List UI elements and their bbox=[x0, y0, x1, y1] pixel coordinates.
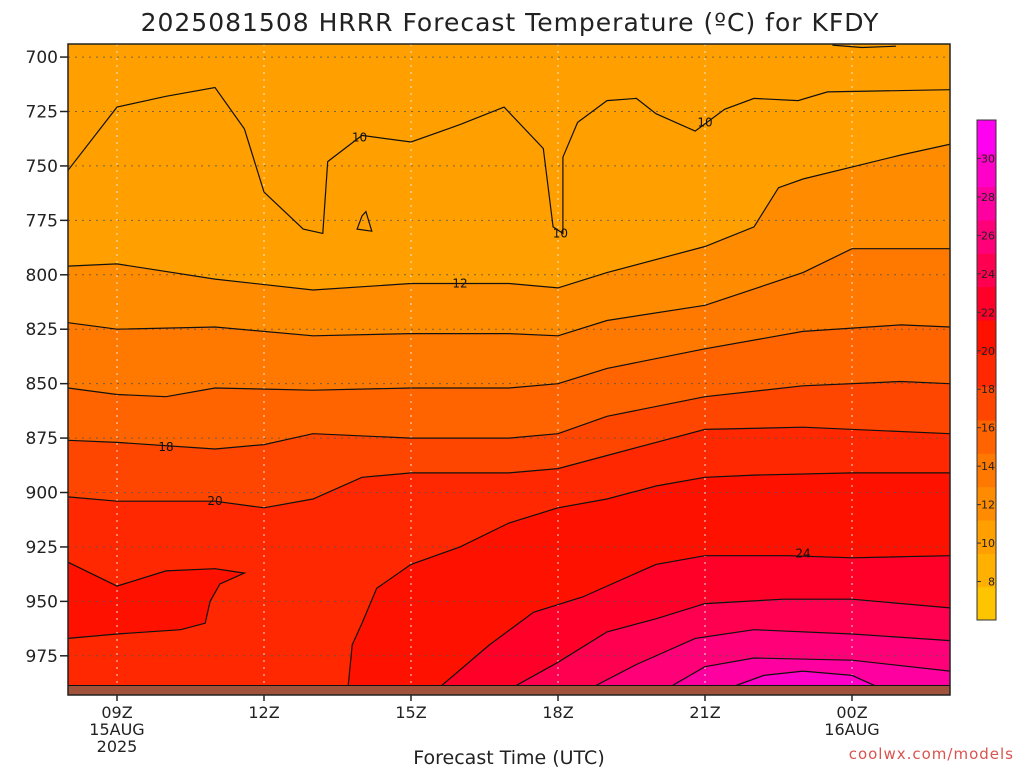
closed-contour-0 bbox=[356, 210, 373, 232]
y-tick-label: 900 bbox=[26, 484, 58, 504]
contour-label: 10 bbox=[553, 226, 568, 240]
contour-line-12 bbox=[68, 143, 950, 291]
y-tick-label: 825 bbox=[26, 320, 58, 340]
x-tick-label: 16AUG bbox=[824, 720, 879, 739]
colorbar-swatch-2 bbox=[977, 520, 996, 554]
ground-fill bbox=[68, 685, 950, 695]
x-tick-label: 18Z bbox=[542, 703, 573, 722]
y-tick-label: 700 bbox=[26, 48, 58, 68]
colorbar-swatch-11 bbox=[977, 220, 996, 254]
contour-label: 20 bbox=[207, 494, 222, 508]
contour-line-26 bbox=[498, 598, 950, 695]
colorbar-swatch-3 bbox=[977, 486, 996, 521]
colorbar-tick-label: 8 bbox=[988, 576, 995, 589]
colorbar-tick-label: 26 bbox=[981, 229, 995, 242]
contour-label: 12 bbox=[452, 276, 467, 290]
colorbar-tick-label: 20 bbox=[981, 345, 995, 358]
colorbar-tick-label: 10 bbox=[981, 537, 995, 550]
y-axis: 700 725 750 775 800 825 850 875 900 925 950 975 bbox=[26, 48, 68, 667]
contour-line-28 bbox=[577, 629, 950, 695]
contour-line-8 bbox=[832, 44, 897, 49]
contour-line-10 bbox=[68, 86, 950, 235]
ground bbox=[68, 684, 950, 695]
plot-frame bbox=[67, 43, 951, 696]
x-tick-label: 15AUG bbox=[89, 720, 144, 739]
y-tick-label: 775 bbox=[26, 211, 58, 231]
colorbar-tick-label: 18 bbox=[981, 383, 995, 396]
colorbar-tick-label: 22 bbox=[981, 306, 995, 319]
colorbar-swatch-14 bbox=[977, 120, 996, 154]
y-tick-label: 750 bbox=[26, 157, 58, 177]
colorbar-swatch-4 bbox=[977, 453, 996, 488]
colorbar-swatch-9 bbox=[977, 286, 996, 321]
contour-lines bbox=[68, 44, 950, 695]
contour-line-24 bbox=[430, 555, 950, 695]
y-tick-label: 850 bbox=[26, 375, 58, 395]
x-tick-label: 09Z bbox=[101, 703, 132, 722]
colorbar-swatch-1 bbox=[977, 553, 996, 588]
contour-line-16 bbox=[68, 324, 950, 398]
colorbar-swatch-10 bbox=[977, 253, 996, 288]
colorbar-swatch-13 bbox=[977, 153, 996, 188]
colorbar-swatch-8 bbox=[977, 320, 996, 354]
contour-label: 24 bbox=[795, 546, 810, 560]
colorbar-swatch-0 bbox=[977, 586, 996, 621]
contour-line-22 bbox=[68, 472, 950, 695]
colorbar-swatch-7 bbox=[977, 353, 996, 388]
contour-line-14 bbox=[68, 248, 950, 337]
colorbar-tick-label: 24 bbox=[981, 268, 995, 281]
y-tick-label: 925 bbox=[26, 538, 58, 558]
colorbar-swatch-5 bbox=[977, 420, 996, 454]
x-tick-label: 21Z bbox=[689, 703, 720, 722]
credit-text: coolwx.com/models bbox=[849, 745, 1014, 763]
colorbar-tick-label: 14 bbox=[981, 460, 995, 473]
x-tick-label: 00Z bbox=[836, 703, 867, 722]
contour-label: 10 bbox=[697, 115, 712, 129]
contour-line-20 bbox=[68, 426, 950, 509]
contour-label: 18 bbox=[158, 440, 173, 454]
contour-line-30 bbox=[655, 657, 950, 695]
contour-labels: 10 10 10 12 18 20 24 bbox=[158, 115, 810, 560]
chart-title: 2025081508 HRRR Forecast Temperature (ºC… bbox=[141, 8, 880, 37]
x-axis-label: Forecast Time (UTC) bbox=[413, 747, 604, 768]
y-tick-label: 800 bbox=[26, 266, 58, 286]
colorbar: 8 10 12 14 16 18 20 22 24 26 28 30 bbox=[976, 119, 997, 621]
colorbar-tick-label: 30 bbox=[981, 152, 995, 165]
colorbar-swatch-12 bbox=[977, 186, 996, 221]
plot-area: 10 10 10 12 18 20 24 bbox=[68, 44, 950, 695]
contour-line-18 bbox=[68, 380, 950, 450]
y-tick-label: 950 bbox=[26, 592, 58, 612]
x-tick-label: 2025 bbox=[97, 737, 138, 756]
temperature-fills bbox=[68, 87, 950, 695]
colorbar-tick-label: 12 bbox=[981, 499, 995, 512]
colorbar-tick-label: 16 bbox=[981, 422, 995, 435]
colorbar-swatch-6 bbox=[977, 386, 996, 421]
contour-label: 10 bbox=[352, 131, 367, 145]
y-tick-label: 875 bbox=[26, 429, 58, 449]
colorbar-frame bbox=[976, 119, 997, 621]
y-tick-label: 975 bbox=[26, 647, 58, 667]
y-tick-label: 725 bbox=[26, 102, 58, 122]
colorbar-tick-label: 28 bbox=[981, 191, 995, 204]
x-tick-label: 15Z bbox=[395, 703, 426, 722]
x-tick-label: 12Z bbox=[248, 703, 279, 722]
